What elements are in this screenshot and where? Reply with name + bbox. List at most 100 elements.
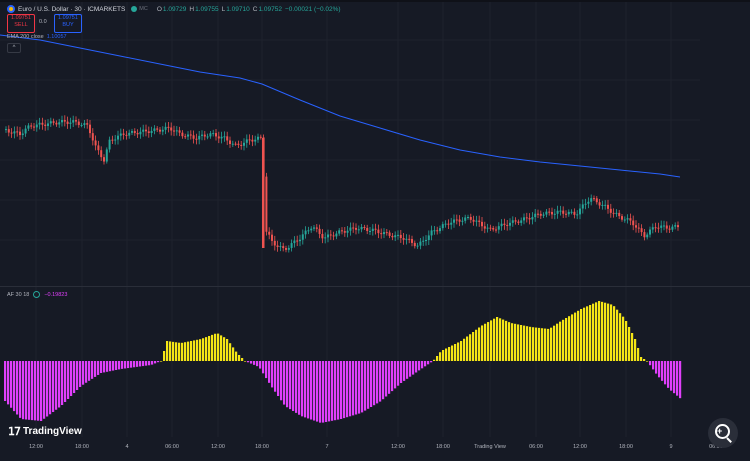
- candle-body: [329, 234, 332, 236]
- candle-body: [349, 227, 352, 231]
- oscillator-bar: [529, 326, 532, 361]
- oscillator-bar: [625, 321, 628, 361]
- oscillator-bar: [157, 361, 160, 363]
- candle-body: [321, 233, 324, 239]
- oscillator-bar: [202, 338, 205, 361]
- candle-body: [161, 129, 164, 132]
- candle-body: [94, 140, 97, 146]
- candle-body: [469, 216, 472, 220]
- oscillator-bar: [304, 361, 307, 418]
- time-tick-label: 18:00: [619, 444, 633, 450]
- tradingview-brand[interactable]: 𝟣𝟩 TradingView: [8, 425, 82, 438]
- oscillator-bar: [172, 341, 175, 361]
- oscillator-bar: [493, 318, 496, 361]
- candle-body: [212, 133, 215, 135]
- oscillator-bar: [358, 361, 361, 414]
- oscillator-bar: [283, 361, 286, 405]
- oscillator-bar: [229, 343, 232, 361]
- buy-button[interactable]: 1.09751 BUY: [54, 14, 82, 33]
- candle-body: [559, 210, 562, 212]
- symbol-legend[interactable]: Euro / U.S. Dollar · 30 · ICMARKETS MC O…: [7, 3, 341, 15]
- candle-body: [416, 245, 419, 247]
- candle-body: [629, 218, 632, 221]
- candle-body: [97, 145, 100, 151]
- candle-body: [545, 211, 548, 215]
- oscillator-bar: [595, 302, 598, 361]
- oscillator-bar: [55, 361, 58, 410]
- oscillator-bar: [7, 361, 10, 405]
- candle-body: [108, 139, 111, 150]
- oscillator-bar: [298, 361, 301, 415]
- candle-body: [506, 224, 509, 226]
- oscillator-bar: [478, 327, 481, 361]
- candle-body: [492, 228, 495, 230]
- ohlc-value: −0.00021 (−0.02%): [284, 5, 341, 13]
- oscillator-bar: [307, 361, 310, 419]
- ohlc-value: 1.09710: [226, 5, 250, 13]
- candle-body: [150, 130, 153, 134]
- oscillator-bar: [427, 361, 430, 365]
- oscillator-bar: [205, 337, 208, 361]
- candle-body: [481, 221, 483, 227]
- oscillator-bar: [556, 323, 559, 361]
- candle-body: [632, 220, 635, 226]
- buy-label: BUY: [62, 22, 74, 28]
- candle-body: [307, 230, 310, 232]
- zoom-in-button[interactable]: +: [708, 418, 738, 448]
- candle-body: [671, 226, 674, 230]
- pane-separator[interactable]: [0, 286, 750, 287]
- ema-legend[interactable]: EMA 200 close 1.10057: [7, 34, 67, 40]
- candle-body: [514, 220, 517, 222]
- time-axis[interactable]: 12:00 18:00 4 06:00 12:00 18:00 7 12:00 18:00 Tra…: [0, 438, 723, 461]
- candle-body: [142, 129, 145, 132]
- candle-body: [114, 139, 117, 141]
- oscillator-bar: [370, 361, 373, 407]
- candle-body: [75, 120, 77, 122]
- oscillator-bar: [424, 361, 427, 367]
- oscillator-bar: [406, 361, 409, 379]
- candle-body: [304, 230, 307, 235]
- oscillator-bar: [388, 361, 391, 394]
- oscillator-bar: [589, 305, 592, 361]
- candle-body: [615, 212, 618, 214]
- candle-body: [626, 218, 629, 220]
- oscillator-bar: [61, 361, 64, 405]
- oscillator-bar: [214, 333, 217, 361]
- af-legend[interactable]: AF 30 18 −0.19823: [7, 291, 67, 298]
- oscillator-bar: [316, 361, 319, 422]
- oscillator-bar: [487, 322, 490, 361]
- candle-body: [486, 227, 489, 229]
- candle-body: [355, 227, 357, 230]
- candle-body: [573, 211, 576, 215]
- candle-body: [5, 129, 7, 131]
- candle-body: [119, 133, 122, 136]
- oscillator-bar: [634, 339, 637, 361]
- sell-button[interactable]: 1.09751 SELL: [7, 14, 35, 33]
- oscillator-bar: [421, 361, 424, 369]
- oscillator-bar: [679, 361, 682, 399]
- oscillator-bar: [376, 361, 379, 404]
- candle-body: [13, 131, 16, 134]
- oscillator-bar: [325, 361, 328, 422]
- candle-body: [257, 136, 259, 140]
- candle-body: [175, 130, 178, 132]
- candle-body: [539, 213, 542, 216]
- candle-body: [254, 139, 257, 142]
- candle-body: [10, 132, 13, 134]
- oscillator-bar: [151, 361, 154, 365]
- candle-body: [77, 121, 80, 125]
- candle-body: [548, 211, 551, 213]
- candle-body: [206, 136, 209, 138]
- eye-icon[interactable]: [33, 291, 41, 298]
- oscillator-bar: [667, 361, 670, 388]
- oscillator-bar: [106, 361, 109, 372]
- candle-body: [646, 234, 649, 238]
- candle-body: [621, 216, 623, 220]
- candle-body: [497, 226, 500, 230]
- candle-body: [436, 230, 439, 232]
- symbol-title[interactable]: Euro / U.S. Dollar · 30 · ICMARKETS: [18, 5, 126, 13]
- candle-body: [290, 243, 293, 248]
- candle-body: [369, 231, 371, 233]
- collapse-legend-button[interactable]: ^: [7, 43, 21, 53]
